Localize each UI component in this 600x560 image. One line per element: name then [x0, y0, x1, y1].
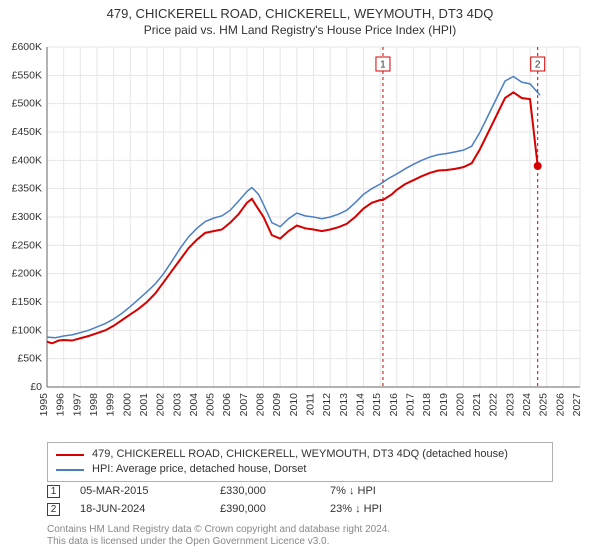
- svg-text:£350K: £350K: [12, 183, 42, 195]
- point-price: £330,000: [220, 485, 330, 497]
- svg-text:£200K: £200K: [12, 268, 42, 280]
- svg-text:£0: £0: [30, 381, 42, 393]
- svg-text:2009: 2009: [271, 393, 283, 417]
- svg-text:£550K: £550K: [12, 69, 42, 81]
- svg-text:2015: 2015: [371, 393, 383, 417]
- svg-text:2008: 2008: [255, 393, 267, 417]
- svg-text:£300K: £300K: [12, 211, 42, 223]
- svg-text:2002: 2002: [155, 393, 167, 417]
- svg-text:2004: 2004: [188, 393, 200, 417]
- point-date: 18-JUN-2024: [80, 503, 220, 515]
- svg-text:£100K: £100K: [12, 324, 42, 336]
- attribution: Contains HM Land Registry data © Crown c…: [47, 524, 567, 548]
- svg-text:1: 1: [380, 60, 386, 71]
- svg-text:2000: 2000: [121, 393, 133, 417]
- svg-text:2020: 2020: [454, 393, 466, 417]
- svg-text:2014: 2014: [354, 393, 366, 417]
- svg-text:2007: 2007: [238, 393, 250, 417]
- svg-text:2023: 2023: [504, 393, 516, 417]
- svg-text:1997: 1997: [71, 393, 83, 417]
- marker-badge: 2: [47, 503, 60, 516]
- svg-text:2012: 2012: [321, 393, 333, 417]
- svg-text:£450K: £450K: [12, 126, 42, 138]
- svg-text:2006: 2006: [221, 393, 233, 417]
- svg-text:£400K: £400K: [12, 154, 42, 166]
- legend-label: 479, CHICKERELL ROAD, CHICKERELL, WEYMOU…: [92, 447, 508, 462]
- svg-text:1998: 1998: [88, 393, 100, 417]
- svg-text:1996: 1996: [55, 393, 67, 417]
- point-delta: 23% ↓ HPI: [330, 503, 470, 515]
- point-price: £390,000: [220, 503, 330, 515]
- svg-text:2005: 2005: [205, 393, 217, 417]
- svg-text:2027: 2027: [571, 393, 583, 417]
- legend-swatch: [56, 454, 84, 456]
- legend-swatch: [56, 469, 84, 471]
- svg-text:2022: 2022: [488, 393, 500, 417]
- svg-text:2003: 2003: [171, 393, 183, 417]
- svg-text:£50K: £50K: [17, 353, 42, 365]
- svg-text:£150K: £150K: [12, 296, 42, 308]
- svg-text:1995: 1995: [38, 393, 50, 417]
- svg-text:2: 2: [535, 60, 541, 71]
- svg-text:£500K: £500K: [12, 98, 42, 110]
- point-delta: 7% ↓ HPI: [330, 485, 470, 497]
- svg-text:2013: 2013: [338, 393, 350, 417]
- svg-text:£600K: £600K: [12, 41, 42, 53]
- chart-subtitle: Price paid vs. HM Land Registry's House …: [0, 21, 600, 37]
- svg-text:2011: 2011: [305, 393, 317, 416]
- data-points-table: 1 05-MAR-2015 £330,000 7% ↓ HPI 2 18-JUN…: [47, 482, 553, 518]
- attribution-line: Contains HM Land Registry data © Crown c…: [47, 524, 567, 536]
- legend: 479, CHICKERELL ROAD, CHICKERELL, WEYMOU…: [47, 442, 553, 482]
- chart-title: 479, CHICKERELL ROAD, CHICKERELL, WEYMOU…: [0, 0, 600, 21]
- svg-text:£250K: £250K: [12, 239, 42, 251]
- svg-text:1999: 1999: [105, 393, 117, 417]
- svg-text:2026: 2026: [554, 393, 566, 417]
- data-point-row: 1 05-MAR-2015 £330,000 7% ↓ HPI: [47, 482, 553, 500]
- svg-text:2010: 2010: [288, 393, 300, 417]
- svg-text:2019: 2019: [438, 393, 450, 417]
- svg-text:2001: 2001: [138, 393, 150, 417]
- legend-item: HPI: Average price, detached house, Dors…: [56, 462, 544, 477]
- legend-label: HPI: Average price, detached house, Dors…: [92, 462, 306, 477]
- svg-text:2016: 2016: [388, 393, 400, 417]
- legend-item: 479, CHICKERELL ROAD, CHICKERELL, WEYMOU…: [56, 447, 544, 462]
- chart-area: £0 £50K £100K £150K £200K £250K £300K £350K £400…: [0, 37, 600, 437]
- chart-svg: £0 £50K £100K £150K £200K £250K £300K £350K £400…: [0, 37, 600, 437]
- svg-text:2021: 2021: [471, 393, 483, 417]
- marker-badge: 1: [47, 485, 60, 498]
- svg-text:2024: 2024: [521, 393, 533, 417]
- svg-text:2018: 2018: [421, 393, 433, 417]
- attribution-line: This data is licensed under the Open Gov…: [47, 536, 567, 548]
- svg-text:2025: 2025: [538, 393, 550, 417]
- point-date: 05-MAR-2015: [80, 485, 220, 497]
- data-point-row: 2 18-JUN-2024 £390,000 23% ↓ HPI: [47, 500, 553, 518]
- svg-text:2017: 2017: [404, 393, 416, 417]
